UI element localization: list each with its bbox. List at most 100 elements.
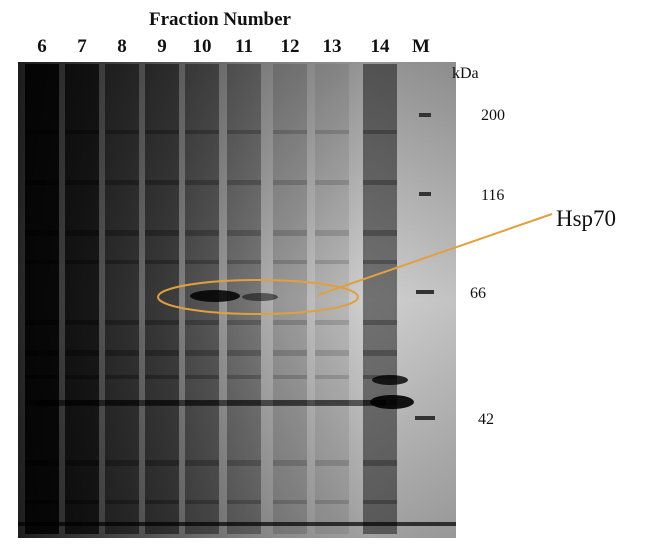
band — [105, 320, 139, 325]
band — [145, 320, 179, 325]
band — [315, 350, 349, 356]
band — [315, 260, 349, 264]
band — [105, 230, 139, 236]
band — [36, 400, 386, 406]
band — [25, 350, 59, 356]
band — [65, 500, 99, 504]
band — [315, 180, 349, 185]
lane-label: 12 — [281, 36, 300, 57]
band — [25, 180, 59, 185]
band — [25, 260, 59, 264]
band — [227, 375, 261, 379]
band — [370, 395, 414, 409]
band — [65, 375, 99, 379]
annotation: Hsp70 — [556, 206, 616, 231]
band — [190, 290, 240, 302]
band — [25, 130, 59, 134]
band — [105, 130, 139, 134]
band — [145, 180, 179, 185]
band — [105, 260, 139, 264]
band — [145, 350, 179, 356]
band — [363, 460, 397, 466]
lane-label: M — [412, 36, 430, 57]
band — [372, 375, 408, 385]
band — [65, 350, 99, 356]
band — [227, 320, 261, 325]
gel-figure: Fraction Number kDa 200 116 66 42 Hsp70 … — [0, 0, 653, 541]
band — [105, 460, 139, 466]
band — [65, 260, 99, 264]
marker-label: 200 — [481, 107, 505, 124]
marker-label: 42 — [478, 411, 494, 428]
lane-label: 10 — [193, 36, 212, 57]
marker-band — [415, 416, 435, 420]
lane-label: 11 — [235, 36, 253, 57]
band — [315, 230, 349, 236]
band — [185, 350, 219, 356]
band — [185, 130, 219, 134]
band — [185, 460, 219, 466]
band — [363, 260, 397, 264]
band — [315, 460, 349, 466]
band — [227, 350, 261, 356]
lane-label: 14 — [371, 36, 391, 57]
band — [145, 230, 179, 236]
band — [363, 130, 397, 134]
band — [25, 375, 59, 379]
marker-label: 66 — [470, 285, 486, 302]
unit-label: kDa — [452, 65, 479, 82]
lane-label: 9 — [157, 36, 167, 57]
band — [273, 350, 307, 356]
band — [273, 320, 307, 325]
band — [227, 260, 261, 264]
band — [273, 180, 307, 185]
band — [65, 460, 99, 466]
band — [105, 500, 139, 504]
band — [65, 320, 99, 325]
band — [363, 500, 397, 504]
band — [227, 180, 261, 185]
lane-label: 8 — [117, 36, 127, 57]
band — [315, 320, 349, 325]
band — [25, 460, 59, 466]
lane-label: 13 — [323, 36, 342, 57]
gel-bottom — [18, 522, 456, 526]
band — [65, 130, 99, 134]
band — [145, 460, 179, 466]
band — [363, 350, 397, 356]
band — [242, 293, 278, 301]
band — [105, 180, 139, 185]
band — [273, 130, 307, 134]
band — [273, 260, 307, 264]
lane-label: 6 — [37, 36, 47, 57]
band — [145, 500, 179, 504]
band — [227, 460, 261, 466]
band — [65, 180, 99, 185]
band — [65, 230, 99, 236]
marker-band — [419, 113, 431, 117]
band — [227, 230, 261, 236]
band — [363, 180, 397, 185]
band — [25, 320, 59, 325]
lanes — [18, 64, 456, 534]
band — [273, 460, 307, 466]
band — [273, 230, 307, 236]
band — [273, 500, 307, 504]
band — [227, 500, 261, 504]
band — [25, 230, 59, 236]
band — [227, 130, 261, 134]
band — [105, 375, 139, 379]
band — [315, 500, 349, 504]
band — [185, 375, 219, 379]
marker-label: 116 — [481, 187, 504, 204]
marker-band — [416, 290, 434, 294]
band — [185, 500, 219, 504]
band — [315, 130, 349, 134]
band — [185, 230, 219, 236]
marker-band — [419, 192, 431, 196]
band — [145, 375, 179, 379]
band — [145, 130, 179, 134]
lane-label: 7 — [77, 36, 87, 57]
band — [25, 500, 59, 504]
figure-title: Fraction Number — [149, 9, 292, 30]
